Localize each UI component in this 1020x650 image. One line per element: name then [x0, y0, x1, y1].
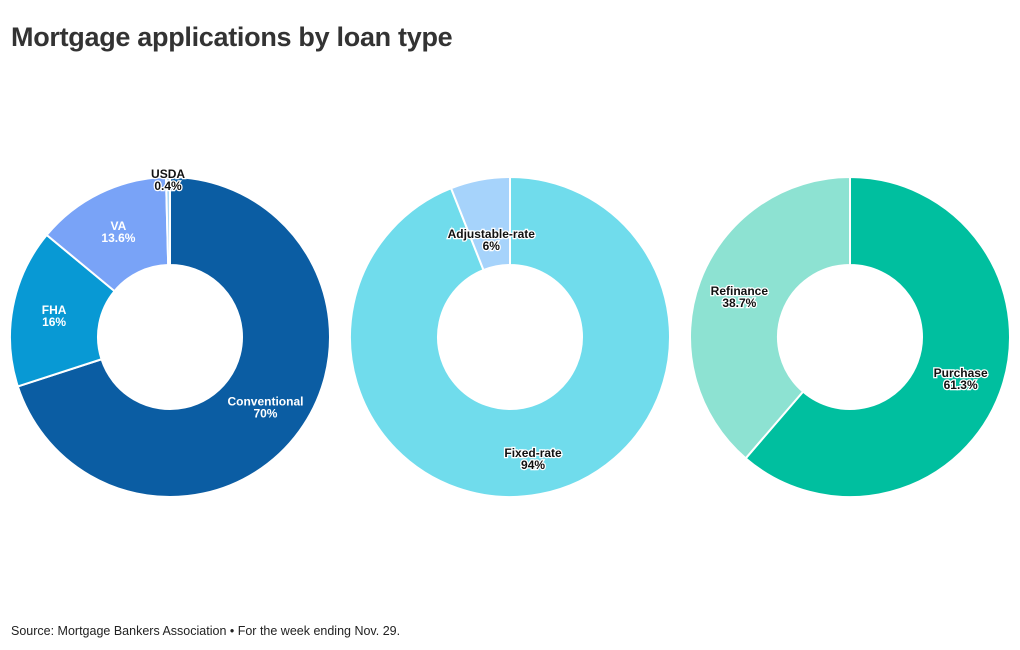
slice-value-conventional: 70%: [253, 406, 277, 420]
slice-value-fha: 16%: [42, 315, 66, 329]
slice-value-fixed-rate: 94%: [521, 458, 545, 472]
slice-label-adjustable-rate: Adjustable-rate: [448, 227, 536, 241]
slice-value-purchase: 61.3%: [944, 378, 978, 392]
slice-purchase: [744, 176, 1011, 498]
slice-label-fha: FHA: [42, 303, 67, 317]
slice-fixed-rate: [349, 176, 671, 498]
slice-value-refinance: 38.7%: [722, 296, 756, 310]
slice-label-refinance: Refinance: [711, 284, 769, 298]
slice-label-usda: USDA: [151, 167, 185, 181]
slice-conventional: [16, 176, 331, 498]
slice-value-va: 13.6%: [101, 231, 135, 245]
slice-fha: [9, 234, 116, 388]
chart-title: Mortgage applications by loan type: [11, 22, 453, 52]
slice-label-va: VA: [111, 219, 127, 233]
source-note: Source: Mortgage Bankers Association • F…: [11, 624, 401, 638]
slice-value-adjustable-rate: 6%: [483, 239, 501, 253]
slice-usda: [164, 176, 171, 267]
slice-refinance: [689, 176, 851, 460]
slice-value-usda: 0.4%: [154, 179, 182, 193]
slice-adjustable-rate: [450, 176, 511, 272]
slice-label-conventional: Conventional: [227, 394, 303, 408]
slice-label-purchase: Purchase: [934, 366, 988, 380]
slice-label-fixed-rate: Fixed-rate: [504, 446, 562, 460]
